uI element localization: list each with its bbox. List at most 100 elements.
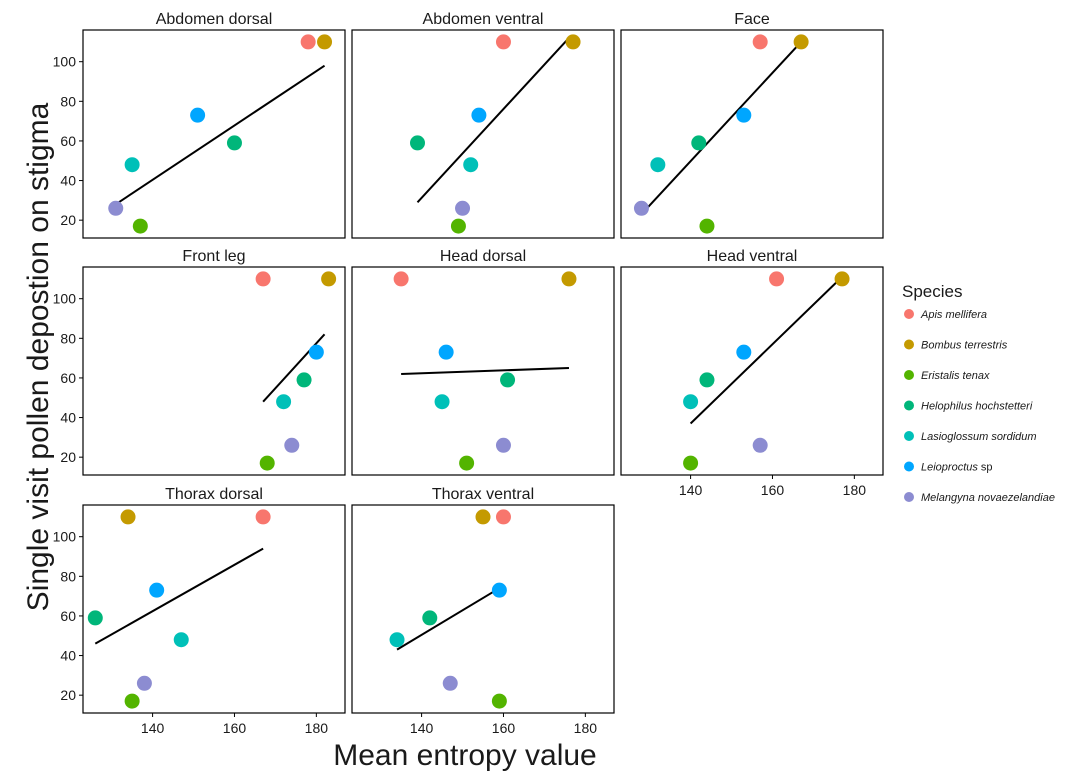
y-tick-label: 100: [53, 529, 77, 545]
data-point: [308, 344, 324, 360]
fit-line: [396, 587, 500, 651]
legend-swatch: [904, 431, 914, 441]
data-point: [463, 157, 479, 173]
y-tick-label: 100: [53, 54, 77, 70]
data-point: [471, 107, 487, 123]
y-tick-label: 80: [60, 93, 76, 109]
fit-line: [262, 333, 326, 403]
data-point: [459, 455, 475, 471]
legend-swatch: [904, 309, 914, 319]
data-point: [321, 271, 337, 287]
y-tick-label: 20: [60, 212, 76, 228]
data-point: [132, 218, 148, 234]
x-tick-label: 180: [574, 720, 598, 736]
panel-face: Face: [620, 11, 884, 239]
x-tick-label: 140: [679, 482, 703, 498]
fit-line: [94, 547, 264, 645]
data-point: [276, 394, 292, 410]
legend-swatch: [904, 339, 914, 350]
data-point: [259, 455, 275, 471]
data-point: [442, 675, 458, 691]
fit-line: [416, 37, 570, 204]
data-point: [752, 34, 768, 50]
data-point: [565, 34, 581, 50]
y-tick-label: 40: [60, 410, 76, 426]
panel-title: Abdomen dorsal: [156, 11, 273, 28]
data-point: [389, 632, 405, 648]
data-point: [752, 437, 768, 453]
panel-frame: [82, 504, 346, 714]
data-point: [393, 271, 409, 287]
y-tick-label: 100: [53, 291, 77, 307]
panel-title: Face: [734, 11, 770, 28]
panel-title: Head dorsal: [440, 248, 526, 265]
data-point: [124, 157, 140, 173]
legend-swatch: [904, 400, 914, 411]
x-tick-label: 180: [843, 482, 867, 498]
data-point: [124, 693, 140, 709]
panel-title: Abdomen ventral: [423, 11, 544, 28]
data-point: [410, 135, 425, 151]
panel-title: Front leg: [182, 248, 245, 265]
y-axis-label: Single visit pollen depostion on stigma: [22, 102, 55, 611]
data-point: [491, 582, 507, 598]
data-point: [255, 509, 271, 525]
panel-frame: [351, 29, 615, 239]
data-point: [226, 135, 242, 151]
y-tick-label: 60: [60, 370, 76, 386]
panel-title: Head ventral: [707, 248, 798, 265]
legend-swatch: [904, 370, 914, 380]
data-point: [136, 675, 152, 691]
panel-thorax-dorsal: Thorax dorsal 20 40 60 80 100 140 160 180: [53, 486, 346, 736]
fit-line: [689, 276, 843, 425]
y-tick-label: 40: [60, 173, 76, 189]
data-point: [650, 157, 666, 173]
data-point: [769, 271, 785, 287]
y-tick-label: 20: [60, 687, 76, 703]
panel-frame: [620, 29, 884, 239]
data-point: [633, 200, 649, 216]
data-point: [422, 610, 438, 626]
x-tick-label: 160: [761, 482, 785, 498]
x-tick-label: 160: [223, 720, 247, 736]
panel-title: Thorax ventral: [432, 486, 534, 503]
data-point: [284, 437, 300, 453]
x-tick-label: 180: [305, 720, 329, 736]
data-point: [495, 34, 511, 50]
panel-frame: [351, 266, 615, 476]
data-point: [699, 372, 715, 388]
legend-label: Bombus terrestris: [921, 340, 1008, 352]
data-point: [495, 437, 511, 453]
data-point: [683, 455, 699, 471]
legend-swatch: [904, 492, 914, 502]
data-point: [120, 509, 136, 525]
y-tick-label: 40: [60, 648, 76, 664]
data-point: [87, 610, 103, 626]
panel-frame: [82, 29, 346, 239]
fit-line: [115, 64, 326, 206]
y-tick-label: 80: [60, 568, 76, 584]
fit-line: [640, 41, 802, 215]
data-point: [793, 34, 809, 50]
x-axis-label: Mean entropy value: [333, 739, 597, 772]
data-point: [317, 34, 333, 50]
y-tick-label: 80: [60, 330, 76, 346]
data-point: [699, 218, 715, 234]
legend: Species Apis mellifera Bombus terrestris Er…: [902, 282, 1055, 504]
panel-head-ventral: Head ventral 140 160 180: [620, 248, 884, 498]
legend-swatch: [904, 461, 914, 472]
panel-front-leg: Front leg 20 40 60 80 100: [53, 248, 346, 476]
data-point: [300, 34, 316, 50]
data-point: [834, 271, 850, 287]
fit-line: [401, 367, 570, 375]
data-point: [149, 582, 165, 598]
legend-label: Eristalis tenax: [921, 370, 990, 382]
panel-frame: [351, 504, 615, 714]
data-point: [491, 693, 507, 709]
data-point: [691, 135, 707, 151]
data-point: [561, 271, 577, 287]
panel-thorax-ventral: Thorax ventral 140 160 180: [351, 486, 615, 736]
y-tick-label: 60: [60, 133, 76, 149]
data-point: [173, 632, 189, 648]
data-point: [495, 509, 511, 525]
